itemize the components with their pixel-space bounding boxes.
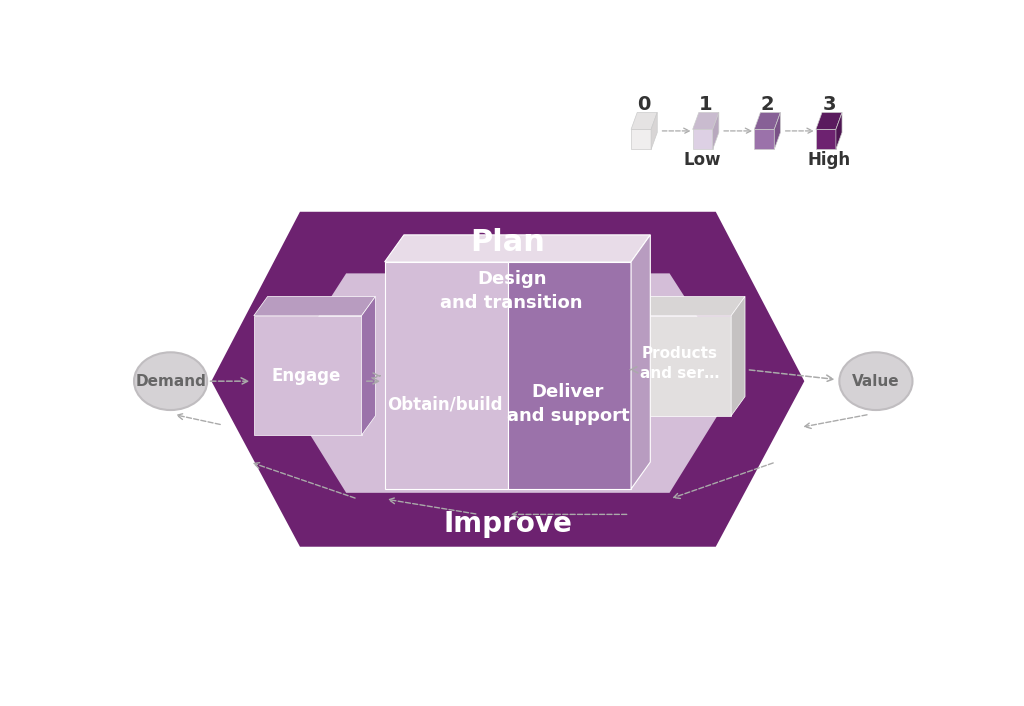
Polygon shape: [631, 235, 650, 489]
Text: 1: 1: [699, 95, 713, 114]
Polygon shape: [211, 212, 804, 546]
Text: 3: 3: [822, 95, 836, 114]
Polygon shape: [385, 235, 650, 262]
Text: Design
and transition: Design and transition: [440, 270, 583, 312]
Polygon shape: [816, 129, 836, 150]
Polygon shape: [692, 112, 719, 129]
Polygon shape: [508, 262, 631, 489]
Polygon shape: [731, 297, 745, 416]
Polygon shape: [254, 316, 361, 435]
Polygon shape: [816, 112, 842, 129]
Text: Low: Low: [684, 151, 722, 169]
Text: 2: 2: [761, 95, 774, 114]
Text: Engage: Engage: [271, 367, 341, 385]
Polygon shape: [631, 297, 745, 316]
Polygon shape: [692, 129, 713, 150]
Polygon shape: [385, 262, 508, 489]
Text: Plan: Plan: [470, 228, 546, 257]
Polygon shape: [755, 112, 780, 129]
Text: Value: Value: [852, 373, 900, 389]
Polygon shape: [361, 297, 376, 435]
Polygon shape: [774, 112, 780, 150]
Ellipse shape: [134, 352, 207, 410]
Polygon shape: [631, 112, 657, 129]
Polygon shape: [276, 273, 739, 493]
Polygon shape: [651, 112, 657, 150]
Text: Improve: Improve: [443, 510, 572, 538]
Text: High: High: [807, 151, 851, 169]
Ellipse shape: [840, 352, 912, 410]
Text: Demand: Demand: [135, 373, 206, 389]
Polygon shape: [631, 316, 731, 416]
Text: Deliver
and support: Deliver and support: [507, 383, 629, 425]
Text: 0: 0: [638, 95, 651, 114]
Polygon shape: [631, 129, 651, 150]
Polygon shape: [254, 297, 376, 316]
Polygon shape: [755, 129, 774, 150]
Text: Obtain/build: Obtain/build: [387, 395, 503, 413]
Polygon shape: [836, 112, 842, 150]
Polygon shape: [713, 112, 719, 150]
Text: Products
and ser…: Products and ser…: [640, 346, 719, 381]
